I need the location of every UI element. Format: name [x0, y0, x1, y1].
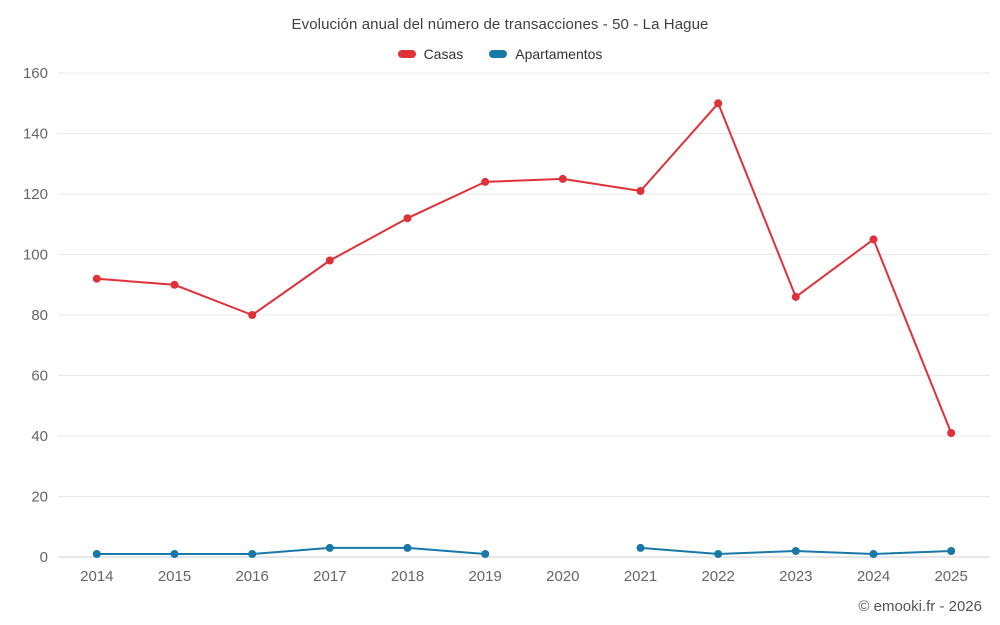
- chart-title: Evolución anual del número de transaccio…: [291, 16, 709, 33]
- data-point[interactable]: [248, 550, 257, 558]
- y-axis-tick-label: 0: [40, 549, 48, 566]
- data-point[interactable]: [714, 550, 723, 558]
- x-axis-tick-label: 2021: [624, 568, 657, 585]
- data-point[interactable]: [325, 256, 334, 265]
- data-point[interactable]: [92, 550, 101, 558]
- legend-label: Casas: [423, 46, 464, 62]
- x-axis-tick-label: 2017: [313, 568, 346, 585]
- footer-credit: © emooki.fr - 2026: [858, 598, 982, 615]
- y-axis-tick-label: 160: [23, 65, 48, 82]
- data-point[interactable]: [636, 543, 645, 552]
- x-axis-tick-label: 2015: [158, 568, 191, 585]
- data-point[interactable]: [791, 547, 800, 555]
- legend-item[interactable]: Apartamentos: [489, 46, 602, 62]
- data-point[interactable]: [248, 311, 257, 319]
- series-line: [95, 546, 953, 555]
- x-axis-tick-label: 2020: [546, 568, 579, 585]
- x-axis-tick-label: 2024: [857, 568, 890, 585]
- data-point[interactable]: [947, 429, 956, 437]
- data-point[interactable]: [92, 274, 101, 283]
- x-axis-tick-label: 2018: [391, 568, 424, 585]
- data-point[interactable]: [325, 543, 334, 552]
- data-point[interactable]: [481, 550, 490, 558]
- x-axis-tick-label: 2022: [701, 568, 734, 585]
- data-point[interactable]: [947, 547, 956, 555]
- legend-swatch: [489, 50, 508, 58]
- data-point[interactable]: [403, 543, 412, 552]
- series-line: [95, 102, 953, 434]
- legend-label: Apartamentos: [515, 46, 603, 62]
- data-point[interactable]: [869, 550, 878, 558]
- data-point[interactable]: [636, 187, 645, 195]
- x-axis-tick-label: 2025: [934, 568, 967, 585]
- data-point[interactable]: [170, 280, 179, 289]
- y-axis-tick-label: 100: [23, 247, 48, 264]
- y-axis-tick-label: 60: [31, 368, 48, 385]
- x-axis-tick-label: 2019: [468, 568, 501, 585]
- data-point[interactable]: [403, 214, 412, 223]
- x-axis-tick-label: 2023: [779, 568, 812, 585]
- legend-swatch: [397, 50, 416, 58]
- data-point[interactable]: [714, 99, 723, 108]
- data-point[interactable]: [558, 174, 567, 183]
- data-point[interactable]: [869, 235, 878, 244]
- legend: Casas Apartamentos: [0, 46, 1000, 62]
- x-axis-tick-label: 2016: [235, 568, 268, 585]
- legend-item[interactable]: Casas: [397, 46, 464, 62]
- y-axis-tick-label: 140: [23, 126, 48, 143]
- y-axis-tick-label: 80: [31, 307, 48, 324]
- data-point[interactable]: [481, 177, 490, 186]
- x-axis-tick-label: 2014: [80, 568, 113, 585]
- y-axis-tick-label: 40: [31, 428, 48, 445]
- data-point[interactable]: [170, 550, 179, 558]
- y-axis-tick-label: 20: [31, 489, 48, 506]
- data-point[interactable]: [791, 292, 800, 301]
- y-axis-tick-label: 120: [23, 186, 48, 203]
